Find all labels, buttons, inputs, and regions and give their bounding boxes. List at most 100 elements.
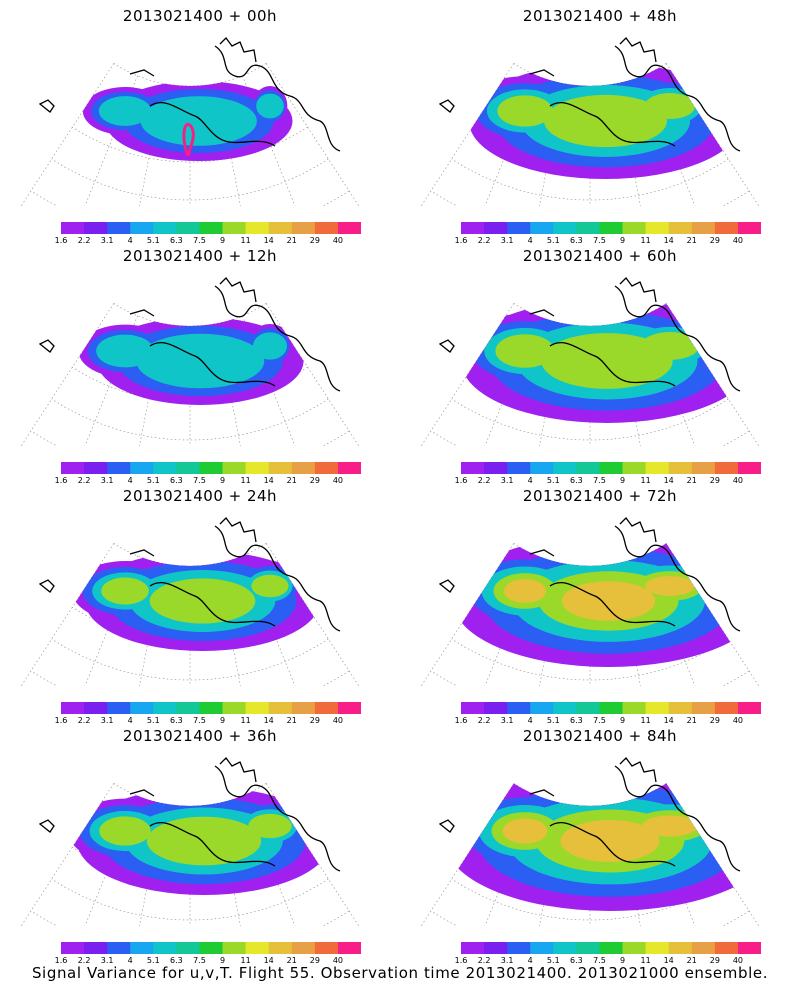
- colorbar-labels: 1.6 2.2 3.1 4 5.1 6.3 7.5 9 11 14 21 29 40: [55, 956, 376, 966]
- colorbar-swatch: [130, 702, 154, 714]
- colorbar-swatch: [691, 942, 716, 954]
- colorbar-label: 6.3: [170, 716, 183, 725]
- coastline: [38, 517, 341, 632]
- colorbar-swatch: [668, 462, 693, 474]
- variance-map: [420, 517, 764, 686]
- colorbar-swatch: [599, 942, 624, 954]
- colorbar-swatch: [484, 702, 508, 714]
- colorbar-label: 2.2: [477, 476, 491, 485]
- colorbar-label: 4: [127, 956, 133, 965]
- map-panel: 2013021400 + 36h 1.6 2.2 3.1 4 5.1 6.3 7.5 9 11 14…: [0, 720, 400, 965]
- colorbar-label: 14: [663, 236, 674, 245]
- panel-title: 2013021400 + 84h: [522, 727, 678, 745]
- panel-title: 2013021400 + 24h: [122, 487, 278, 505]
- colorbar-label: 5.1: [146, 956, 160, 965]
- colorbar-swatch: [176, 462, 200, 474]
- colorbar-swatch: [484, 462, 508, 474]
- colorbar-label: 14: [263, 236, 274, 245]
- panel-title: 2013021400 + 00h: [122, 7, 278, 25]
- colorbar-swatch: [337, 942, 361, 954]
- colorbar-labels: 1.6 2.2 3.1 4 5.1 6.3 7.5 9 11 14 21 29 40: [55, 476, 376, 486]
- colorbar-swatch: [645, 222, 670, 234]
- colorbar-labels: 1.6 2.2 3.1 4 5.1 6.3 7.5 9 11 14 21 29 40: [55, 236, 376, 246]
- colorbar-label: 21: [686, 956, 697, 965]
- colorbar-label: 3.1: [500, 476, 514, 485]
- colorbar-label: 14: [263, 956, 274, 965]
- variance-map: [20, 757, 360, 926]
- colorbar-swatch: [737, 222, 761, 234]
- colorbar-swatch: [507, 222, 531, 234]
- colorbar: [61, 462, 361, 474]
- colorbar-labels: 1.6 2.2 3.1 4 5.1 6.3 7.5 9 11 14 21 29 40: [455, 956, 776, 966]
- colorbar-label: 6.3: [170, 236, 183, 245]
- colorbar-label: 40: [332, 716, 344, 725]
- colorbar-swatch: [84, 702, 108, 714]
- colorbar-swatch: [84, 942, 108, 954]
- colorbar-swatch: [484, 942, 508, 954]
- colorbar-swatch: [291, 222, 316, 234]
- variance-field: [463, 63, 742, 179]
- variance-field: [72, 551, 320, 651]
- colorbar-label: 29: [309, 476, 320, 485]
- colorbar-swatch: [668, 702, 693, 714]
- colorbar-label: 40: [332, 476, 344, 485]
- colorbar-label: 6.3: [170, 476, 183, 485]
- colorbar-label: 14: [663, 716, 674, 725]
- colorbar-label: 14: [663, 956, 674, 965]
- map-panel: 2013021400 + 60h 1.6 2.2 3.1 4 5.1 6.3 7.5 9 11 14…: [400, 240, 800, 485]
- colorbar-label: 21: [286, 476, 297, 485]
- coastline: [38, 757, 341, 872]
- colorbar-swatch: [130, 942, 154, 954]
- colorbar-label: 21: [286, 236, 297, 245]
- flight-track: [182, 123, 195, 157]
- colorbar-swatch: [553, 222, 577, 234]
- map-panel: 2013021400 + 00h 1.6 2.2 3.1 4 5.1 6.3 7.5 9 11 14…: [0, 0, 400, 245]
- colorbar-label: 3.1: [100, 476, 114, 485]
- variance-field: [67, 787, 331, 895]
- colorbar-label: 4: [527, 956, 533, 965]
- colorbar-swatch: [599, 222, 624, 234]
- colorbar-swatch: [530, 702, 554, 714]
- colorbar-label: 5.1: [546, 476, 560, 485]
- colorbar-label: 2.2: [477, 956, 491, 965]
- colorbar-label: 4: [127, 716, 133, 725]
- panel-title: 2013021400 + 72h: [522, 487, 678, 505]
- colorbar-swatch: [507, 942, 531, 954]
- colorbar-swatch: [668, 942, 693, 954]
- map-panel: 2013021400 + 72h 1.6 2.2 3.1 4 5.1 6.3 7.5 9 11 14…: [400, 480, 800, 725]
- colorbar-label: 7.5: [593, 956, 606, 965]
- map-panel: 2013021400 + 12h 1.6 2.2 3.1 4 5.1 6.3 7.5 9 11 14…: [0, 240, 400, 485]
- colorbar-swatch: [245, 222, 270, 234]
- colorbar-label: 7.5: [193, 476, 206, 485]
- colorbar-swatch: [84, 462, 108, 474]
- colorbar-label: 4: [527, 236, 533, 245]
- colorbar-swatch: [714, 942, 739, 954]
- colorbar-swatch: [714, 462, 739, 474]
- map-panel: 2013021400 + 48h 1.6 2.2 3.1 4 5.1 6.3 7.5 9 11 14…: [400, 0, 800, 245]
- colorbar-swatch: [199, 702, 224, 714]
- colorbar-swatch: [222, 702, 247, 714]
- colorbar-label: 9: [219, 476, 226, 485]
- colorbar-label: 11: [640, 236, 651, 245]
- colorbar-labels: 1.6 2.2 3.1 4 5.1 6.3 7.5 9 11 14 21 29 40: [455, 716, 776, 726]
- colorbar: [61, 702, 361, 714]
- variance-field: [453, 543, 764, 667]
- colorbar-label: 5.1: [546, 236, 560, 245]
- colorbar: [461, 222, 761, 234]
- colorbar-label: 29: [709, 716, 720, 725]
- colorbar-swatch: [199, 462, 224, 474]
- colorbar-swatch: [599, 702, 624, 714]
- colorbar-swatch: [268, 222, 293, 234]
- colorbar-swatch: [176, 222, 200, 234]
- colorbar-label: 6.3: [570, 716, 583, 725]
- colorbar-label: 3.1: [100, 236, 114, 245]
- colorbar-swatch: [553, 702, 577, 714]
- colorbar-swatch: [461, 462, 485, 474]
- colorbar-label: 2.2: [77, 956, 91, 965]
- colorbar-label: 5.1: [146, 236, 160, 245]
- colorbar-label: 7.5: [193, 236, 206, 245]
- panel-title: 2013021400 + 48h: [522, 7, 678, 25]
- colorbar: [461, 462, 761, 474]
- colorbar-label: 6.3: [570, 236, 583, 245]
- colorbar-swatch: [153, 942, 177, 954]
